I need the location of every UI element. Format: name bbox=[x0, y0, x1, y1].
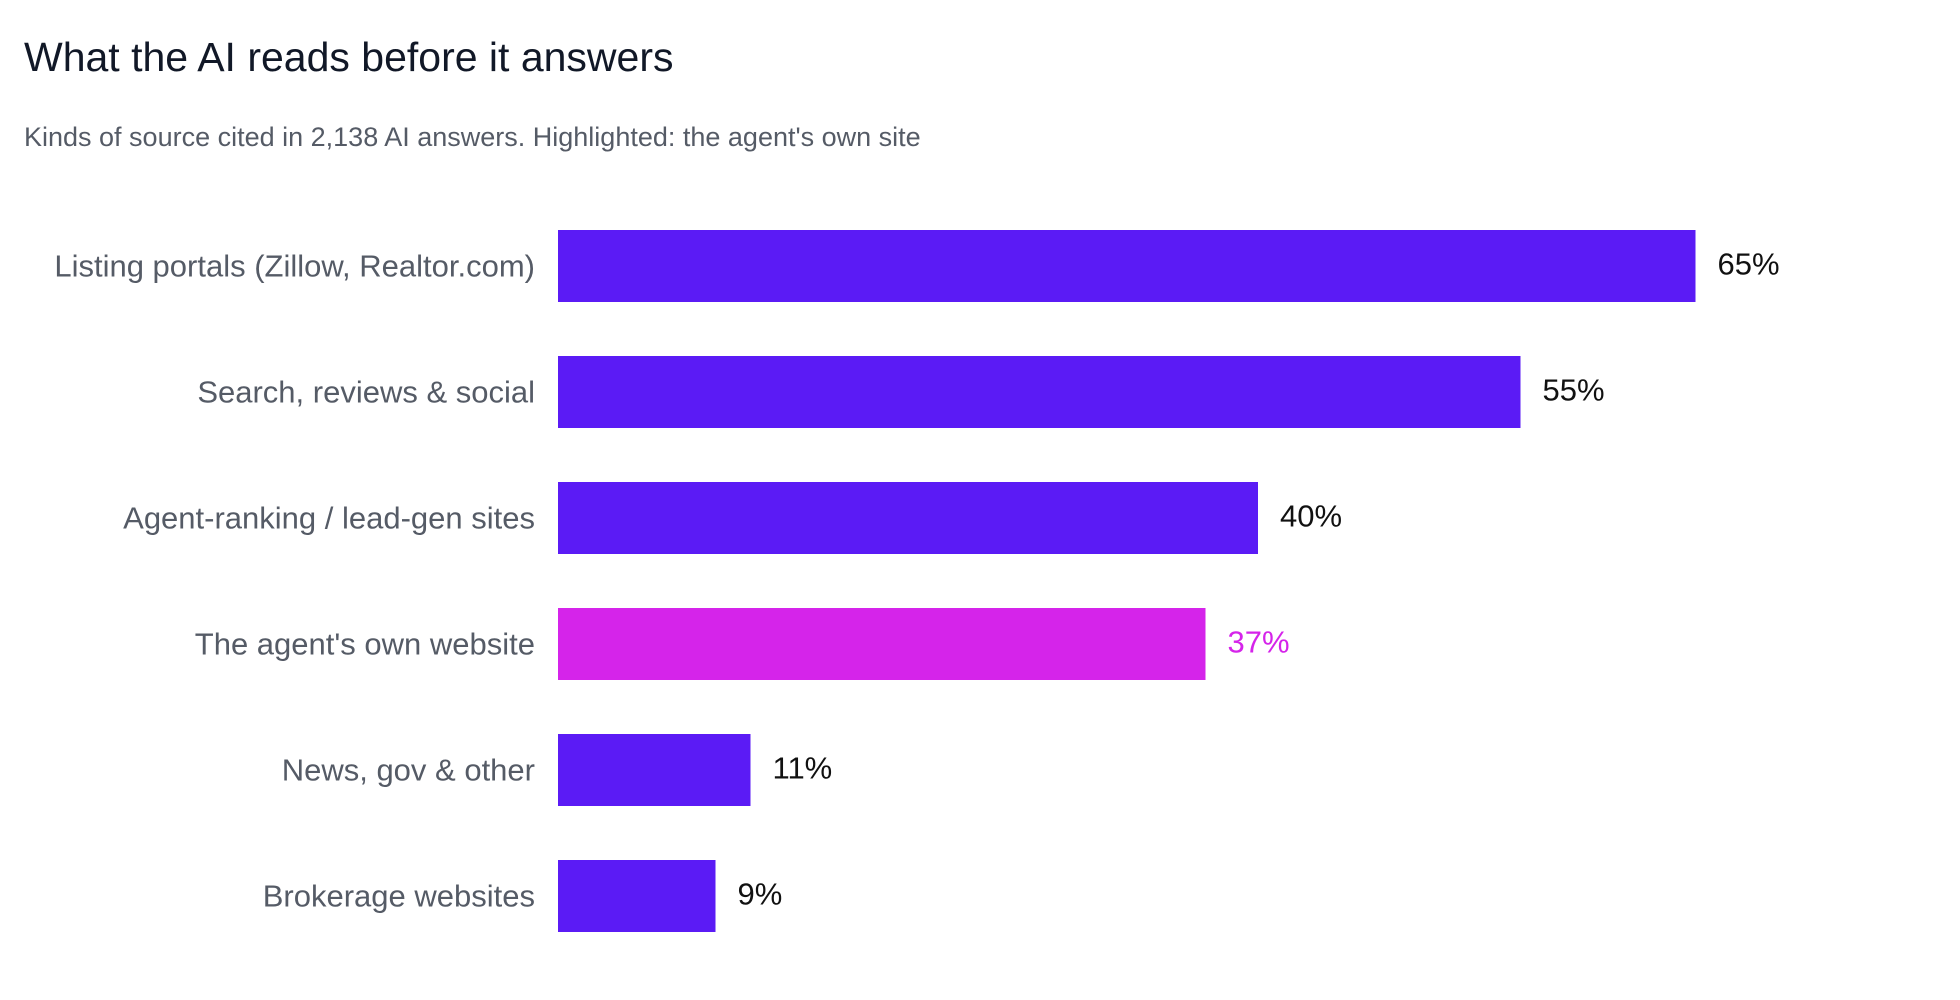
value-label: 65% bbox=[1718, 247, 1780, 282]
chart-title: What the AI reads before it answers bbox=[24, 34, 674, 80]
value-label: 37% bbox=[1228, 625, 1290, 660]
bar bbox=[558, 356, 1521, 428]
bar bbox=[558, 734, 751, 806]
category-label: News, gov & other bbox=[282, 753, 535, 788]
bar bbox=[558, 482, 1258, 554]
category-label: Search, reviews & social bbox=[197, 375, 535, 410]
chart-subtitle: Kinds of source cited in 2,138 AI answer… bbox=[24, 122, 921, 152]
value-label: 55% bbox=[1543, 373, 1605, 408]
bar bbox=[558, 860, 716, 932]
bar bbox=[558, 230, 1696, 302]
category-label: Brokerage websites bbox=[263, 879, 535, 914]
value-label: 9% bbox=[738, 877, 783, 912]
value-label: 40% bbox=[1280, 499, 1342, 534]
category-label: Agent-ranking / lead-gen sites bbox=[123, 501, 535, 536]
category-label: The agent's own website bbox=[195, 627, 535, 662]
value-label: 11% bbox=[773, 751, 833, 786]
highlighted-bar bbox=[558, 608, 1206, 680]
category-label: Listing portals (Zillow, Realtor.com) bbox=[54, 249, 535, 284]
